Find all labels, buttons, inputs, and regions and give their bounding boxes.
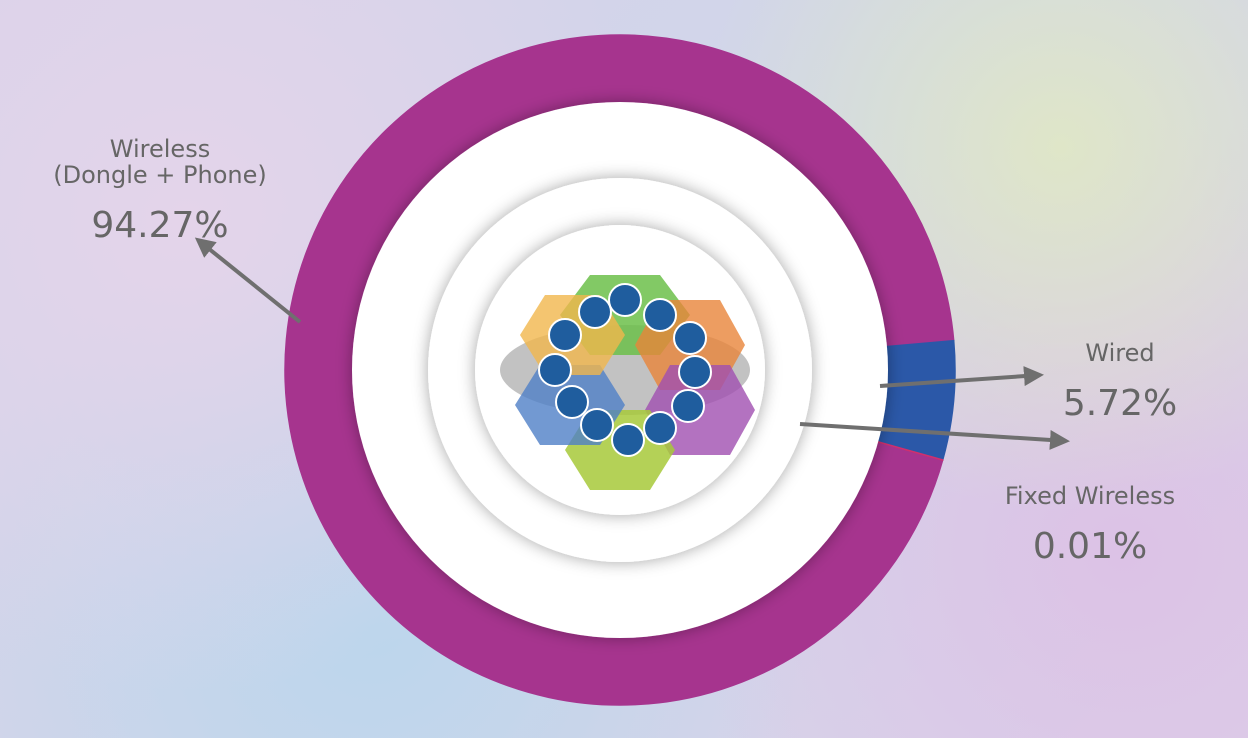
label-group: Wired 5.72%: [1020, 322, 1220, 441]
category-label: Wireless (Dongle + Phone): [53, 134, 267, 189]
category-label: Wired: [1085, 338, 1155, 367]
value-label: 0.01%: [1032, 525, 1148, 567]
category-label: Fixed Wireless: [1004, 481, 1176, 510]
value-label: 94.27%: [91, 204, 229, 246]
label-group: Fixed Wireless 0.01%: [970, 465, 1210, 584]
leader-lines: [194, 237, 1070, 450]
center-logo: [500, 275, 755, 490]
value-label: 5.72%: [1062, 382, 1178, 424]
label-group: Wireless (Dongle + Phone) 94.27%: [30, 118, 290, 263]
